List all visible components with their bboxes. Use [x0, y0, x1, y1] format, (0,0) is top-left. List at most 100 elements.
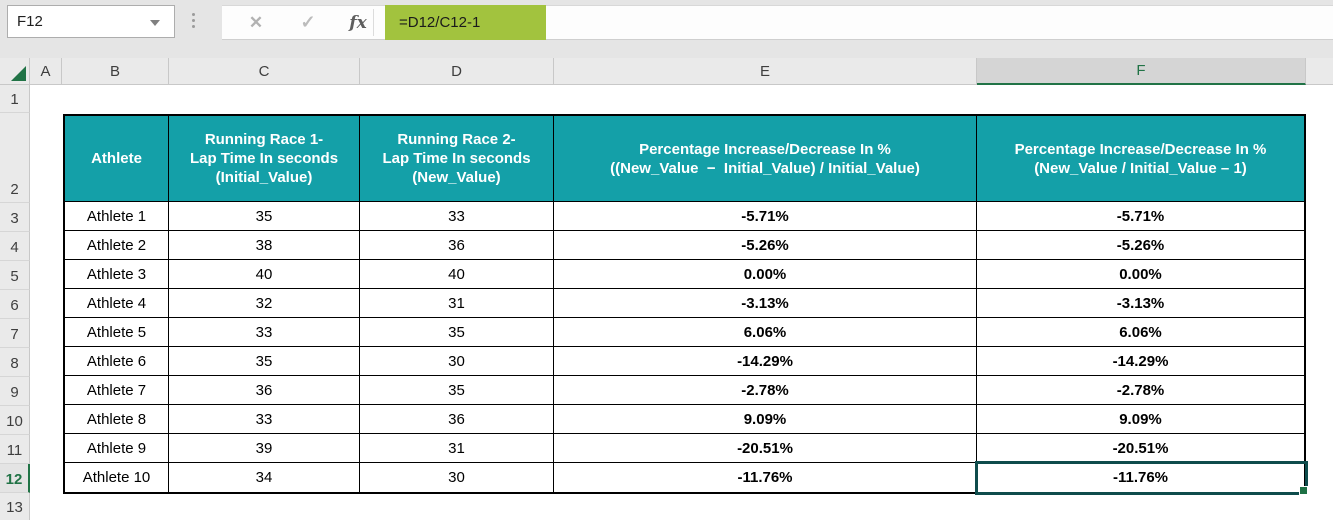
row-header-7[interactable]: 7: [0, 319, 30, 348]
cell-E11[interactable]: -20.51%: [554, 434, 977, 463]
table-row: Athlete 9 39 31 -20.51% -20.51%: [65, 434, 1304, 463]
formula-bar-grip-icon: [192, 13, 195, 28]
cell-E12[interactable]: -11.76%: [554, 463, 977, 492]
formula-bar-divider: [373, 9, 374, 36]
row-header-10[interactable]: 10: [0, 406, 30, 435]
cell-F10[interactable]: 9.09%: [977, 405, 1304, 434]
insert-function-icon[interactable]: fx: [349, 12, 367, 33]
cell-D6[interactable]: 31: [360, 289, 554, 318]
column-header-row: A B C D E F: [0, 58, 1333, 85]
cell-E10[interactable]: 9.09%: [554, 405, 977, 434]
cell-B2[interactable]: Athlete: [65, 116, 169, 202]
column-header-a[interactable]: A: [30, 58, 62, 84]
cell-D11[interactable]: 31: [360, 434, 554, 463]
cell-D4[interactable]: 36: [360, 231, 554, 260]
cell-D5[interactable]: 40: [360, 260, 554, 289]
column-header-d[interactable]: D: [360, 58, 554, 84]
cell-C12[interactable]: 34: [169, 463, 360, 492]
name-box[interactable]: F12: [7, 5, 175, 38]
cell-D9[interactable]: 35: [360, 376, 554, 405]
table-row: Athlete 10 34 30 -11.76% -11.76%: [65, 463, 1304, 492]
table-row: Athlete 3 40 40 0.00% 0.00%: [65, 260, 1304, 289]
formula-bar[interactable]: ✕ ✓ fx =D12/C12-1: [222, 5, 1333, 40]
cell-C11[interactable]: 39: [169, 434, 360, 463]
cell-E5[interactable]: 0.00%: [554, 260, 977, 289]
cell-F2[interactable]: Percentage Increase/Decrease In % (New_V…: [977, 116, 1304, 202]
row-header-13[interactable]: 13: [0, 493, 30, 520]
table-row: Athlete 5 33 35 6.06% 6.06%: [65, 318, 1304, 347]
cell-C3[interactable]: 35: [169, 202, 360, 231]
cell-E8[interactable]: -14.29%: [554, 347, 977, 376]
cell-B6[interactable]: Athlete 4: [65, 289, 169, 318]
select-all-icon: [11, 66, 26, 81]
cell-E9[interactable]: -2.78%: [554, 376, 977, 405]
cell-C6[interactable]: 32: [169, 289, 360, 318]
cell-C8[interactable]: 35: [169, 347, 360, 376]
cell-F12[interactable]: -11.76%: [1112, 469, 1169, 486]
row-header-3[interactable]: 3: [0, 203, 30, 232]
cancel-icon[interactable]: ✕: [248, 12, 264, 32]
cell-F7[interactable]: 6.06%: [977, 318, 1304, 347]
cell-D12[interactable]: 30: [360, 463, 554, 492]
row-header-column: 1 2 3 4 5 6 7 8 9 10 11 12 13: [0, 85, 30, 520]
cell-F5[interactable]: 0.00%: [977, 260, 1304, 289]
cell-B8[interactable]: Athlete 6: [65, 347, 169, 376]
cell-C7[interactable]: 33: [169, 318, 360, 347]
formula-input[interactable]: =D12/C12-1: [385, 5, 546, 40]
row-header-1[interactable]: 1: [0, 85, 30, 113]
cell-D7[interactable]: 35: [360, 318, 554, 347]
cell-E3[interactable]: -5.71%: [554, 202, 977, 231]
cell-B7[interactable]: Athlete 5: [65, 318, 169, 347]
formula-toolbar: F12 ✕ ✓ fx =D12/C12-1: [0, 0, 1333, 58]
column-header-b[interactable]: B: [62, 58, 169, 84]
cell-D10[interactable]: 36: [360, 405, 554, 434]
cell-B12[interactable]: Athlete 10: [65, 463, 169, 492]
table-row: Athlete 1 35 33 -5.71% -5.71%: [65, 202, 1304, 231]
cell-C2[interactable]: Running Race 1- Lap Time In seconds (Ini…: [169, 116, 360, 202]
row-header-12-selected[interactable]: 12: [0, 464, 30, 493]
cell-E4[interactable]: -5.26%: [554, 231, 977, 260]
cell-D3[interactable]: 33: [360, 202, 554, 231]
row-header-11[interactable]: 11: [0, 435, 30, 464]
cell-F4[interactable]: -5.26%: [977, 231, 1304, 260]
cell-B11[interactable]: Athlete 9: [65, 434, 169, 463]
cell-B9[interactable]: Athlete 7: [65, 376, 169, 405]
namebox-dropdown-icon[interactable]: [150, 20, 160, 26]
cell-C9[interactable]: 36: [169, 376, 360, 405]
cell-F11[interactable]: -20.51%: [977, 434, 1304, 463]
select-all-corner[interactable]: [0, 58, 30, 84]
cell-E6[interactable]: -3.13%: [554, 289, 977, 318]
enter-check-icon[interactable]: ✓: [300, 12, 316, 32]
cell-F6[interactable]: -3.13%: [977, 289, 1304, 318]
column-header-f-selected[interactable]: F: [977, 58, 1306, 85]
cell-B5[interactable]: Athlete 3: [65, 260, 169, 289]
cell-D2[interactable]: Running Race 2- Lap Time In seconds (New…: [360, 116, 554, 202]
cell-F3[interactable]: -5.71%: [977, 202, 1304, 231]
cell-F9[interactable]: -2.78%: [977, 376, 1304, 405]
row-header-2[interactable]: 2: [0, 113, 30, 203]
cell-C5[interactable]: 40: [169, 260, 360, 289]
table-header-row: Athlete Running Race 1- Lap Time In seco…: [65, 116, 1304, 202]
cell-C10[interactable]: 33: [169, 405, 360, 434]
cell-C4[interactable]: 38: [169, 231, 360, 260]
column-header-e[interactable]: E: [554, 58, 977, 84]
cell-B10[interactable]: Athlete 8: [65, 405, 169, 434]
cell-B3[interactable]: Athlete 1: [65, 202, 169, 231]
athlete-lap-time-table: Athlete Running Race 1- Lap Time In seco…: [63, 114, 1306, 494]
column-header-c[interactable]: C: [169, 58, 360, 84]
cell-E2[interactable]: Percentage Increase/Decrease In % ((New_…: [554, 116, 977, 202]
name-box-value[interactable]: F12: [17, 13, 43, 30]
row-header-6[interactable]: 6: [0, 290, 30, 319]
table-row: Athlete 7 36 35 -2.78% -2.78%: [65, 376, 1304, 405]
row-header-9[interactable]: 9: [0, 377, 30, 406]
row-header-4[interactable]: 4: [0, 232, 30, 261]
row-header-8[interactable]: 8: [0, 348, 30, 377]
table-row: Athlete 6 35 30 -14.29% -14.29%: [65, 347, 1304, 376]
row-header-5[interactable]: 5: [0, 261, 30, 290]
table-row: Athlete 2 38 36 -5.26% -5.26%: [65, 231, 1304, 260]
cell-F8[interactable]: -14.29%: [977, 347, 1304, 376]
cell-E7[interactable]: 6.06%: [554, 318, 977, 347]
cell-D8[interactable]: 30: [360, 347, 554, 376]
table-row: Athlete 8 33 36 9.09% 9.09%: [65, 405, 1304, 434]
cell-B4[interactable]: Athlete 2: [65, 231, 169, 260]
